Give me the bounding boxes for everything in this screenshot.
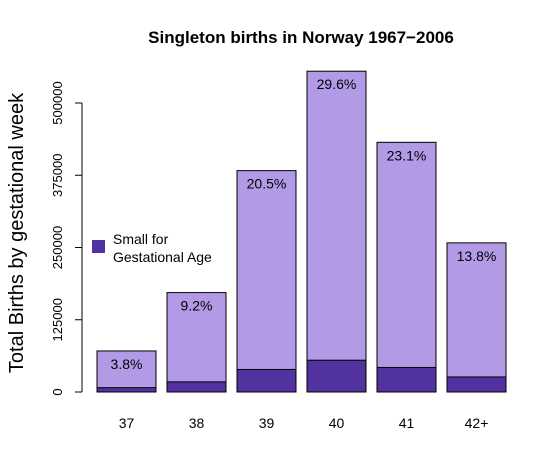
legend: Small for Gestational Age bbox=[92, 231, 212, 265]
y-tick-label: 500000 bbox=[50, 81, 65, 124]
y-tick-label: 0 bbox=[50, 388, 65, 395]
bar-sga-41 bbox=[376, 366, 437, 393]
x-tick-label-37: 37 bbox=[119, 415, 135, 431]
bar-sga-42+ bbox=[446, 376, 507, 393]
bar-total-41 bbox=[376, 141, 437, 393]
bar-sga-38 bbox=[166, 381, 227, 393]
chart-title: Singleton births in Norway 1967−2006 bbox=[148, 28, 454, 47]
legend-label-line-2: Gestational Age bbox=[113, 249, 212, 265]
legend-swatch-sga bbox=[92, 240, 105, 253]
y-axis-label: Total Births by gestational week bbox=[6, 92, 28, 373]
bar-total-38 bbox=[166, 292, 227, 393]
bar-total-39 bbox=[236, 170, 297, 393]
percent-label-41: 23.1% bbox=[387, 147, 427, 163]
bars bbox=[96, 70, 507, 393]
bar-sga-39 bbox=[236, 368, 297, 393]
y-tick-label: 375000 bbox=[50, 154, 65, 197]
bar-sga-40 bbox=[306, 359, 367, 393]
percent-labels: 3.8% 9.2% 20.5% 29.6% 23.1% 13.8% bbox=[111, 76, 497, 372]
percent-label-42+: 13.8% bbox=[457, 248, 497, 264]
x-tick-labels: 37 38 39 40 41 42+ bbox=[119, 415, 489, 431]
x-tick-label-39: 39 bbox=[259, 415, 275, 431]
percent-label-37: 3.8% bbox=[111, 356, 143, 372]
percent-label-38: 9.2% bbox=[181, 298, 213, 314]
bar-total-42+ bbox=[446, 242, 507, 393]
y-tick-label: 250000 bbox=[50, 226, 65, 269]
percent-label-39: 20.5% bbox=[247, 176, 287, 192]
legend-label-line-1: Small for bbox=[113, 231, 169, 247]
percent-label-40: 29.6% bbox=[317, 76, 357, 92]
x-tick-label-38: 38 bbox=[189, 415, 205, 431]
x-tick-label-42+: 42+ bbox=[465, 415, 489, 431]
bar-sga-37 bbox=[96, 387, 157, 393]
x-tick-label-40: 40 bbox=[329, 415, 345, 431]
x-tick-label-41: 41 bbox=[399, 415, 415, 431]
y-tick-label: 125000 bbox=[50, 298, 65, 341]
bar-total-40 bbox=[306, 70, 367, 393]
y-axis: 0 125000 250000 375000 500000 bbox=[50, 81, 83, 396]
